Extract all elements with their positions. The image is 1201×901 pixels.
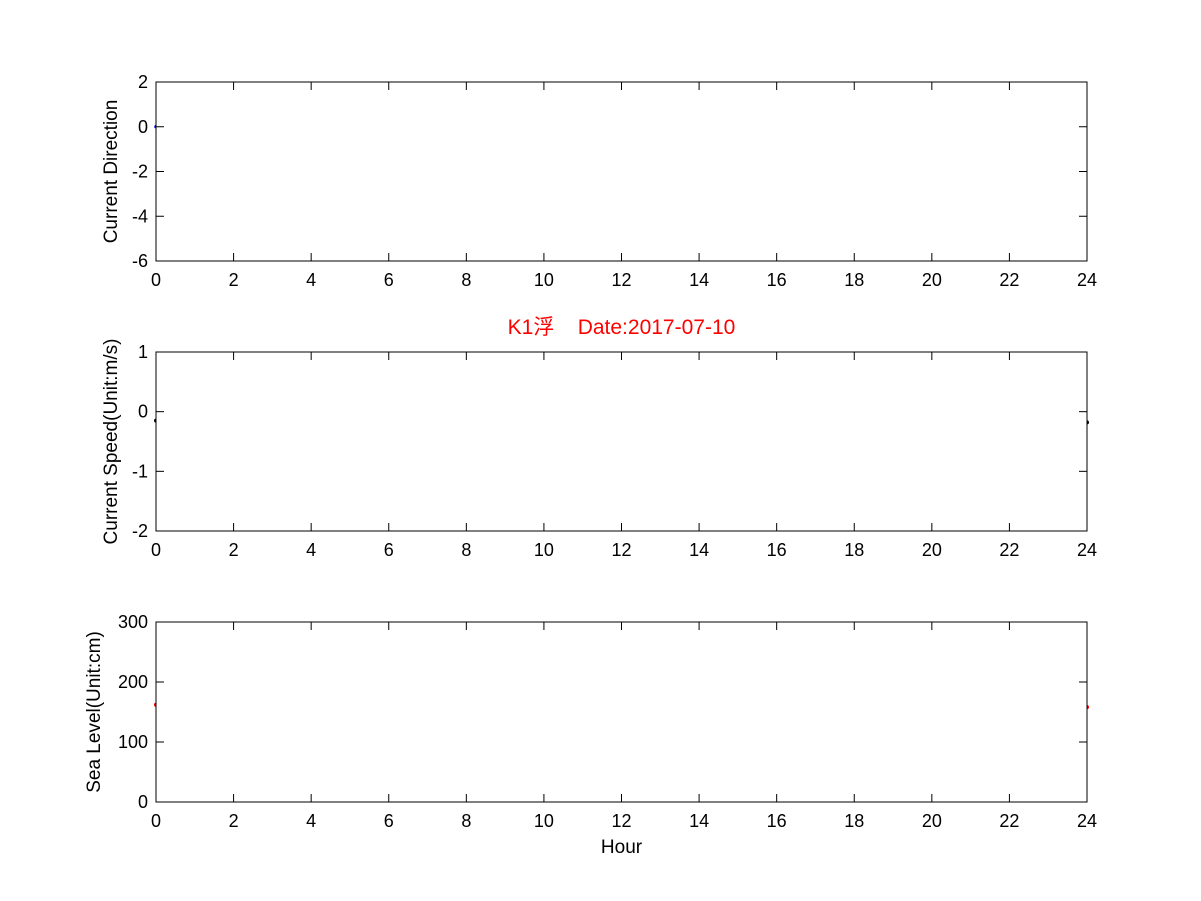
x-tick-label: 0: [151, 270, 161, 290]
y-tick-label: 0: [138, 792, 148, 812]
y-tick-label: -1: [132, 461, 148, 481]
x-tick-label: 18: [844, 811, 864, 831]
x-tick-label: 6: [384, 540, 394, 560]
x-tick-label: 24: [1077, 540, 1097, 560]
x-tick-label: 20: [922, 811, 942, 831]
y-axis-label: Sea Level(Unit:cm): [84, 631, 105, 793]
x-tick-label: 10: [534, 270, 554, 290]
x-tick-label: 12: [611, 270, 631, 290]
x-tick-label: 8: [461, 540, 471, 560]
x-tick-label: 22: [999, 540, 1019, 560]
x-tick-label: 4: [306, 540, 316, 560]
y-tick-label: 0: [138, 117, 148, 137]
x-tick-label: 16: [767, 270, 787, 290]
x-tick-label: 12: [611, 540, 631, 560]
x-tick-label: 22: [999, 811, 1019, 831]
x-tick-label: 2: [229, 270, 239, 290]
x-tick-label: 18: [844, 270, 864, 290]
y-tick-label: -2: [132, 521, 148, 541]
y-axis-label: Current Speed(Unit:m/s): [101, 339, 122, 545]
x-tick-label: 2: [229, 811, 239, 831]
axes-frame: [155, 621, 1088, 803]
x-tick-label: 14: [689, 811, 709, 831]
x-tick-label: 20: [922, 540, 942, 560]
y-tick-label: 0: [138, 402, 148, 422]
y-tick-label: 100: [118, 732, 148, 752]
y-axis-label: Current Direction: [101, 100, 122, 244]
x-tick-label: 4: [306, 811, 316, 831]
x-tick-label: 12: [611, 811, 631, 831]
x-tick-label: 0: [151, 540, 161, 560]
x-tick-label: 24: [1077, 270, 1097, 290]
x-tick-label: 6: [384, 811, 394, 831]
x-tick-label: 16: [767, 540, 787, 560]
x-tick-label: 16: [767, 811, 787, 831]
y-tick-label: 300: [118, 612, 148, 632]
x-tick-label: 20: [922, 270, 942, 290]
x-tick-label: 14: [689, 270, 709, 290]
x-tick-label: 6: [384, 270, 394, 290]
y-tick-label: -6: [132, 251, 148, 271]
x-axis-label: Hour: [601, 837, 643, 858]
axes-frame: [155, 351, 1088, 532]
x-tick-label: 14: [689, 540, 709, 560]
x-tick-label: 22: [999, 270, 1019, 290]
x-tick-label: 2: [229, 540, 239, 560]
chart-title: K1浮 Date:2017-07-10: [508, 316, 736, 339]
y-tick-label: 200: [118, 672, 148, 692]
x-tick-label: 8: [461, 811, 471, 831]
y-tick-label: 2: [138, 72, 148, 92]
x-tick-label: 18: [844, 540, 864, 560]
x-tick-label: 4: [306, 270, 316, 290]
axes-frame: [155, 81, 1088, 262]
x-tick-label: 0: [151, 811, 161, 831]
x-tick-label: 10: [534, 811, 554, 831]
x-tick-label: 8: [461, 270, 471, 290]
y-tick-label: -4: [132, 206, 148, 226]
y-tick-label: 1: [138, 342, 148, 362]
x-tick-label: 10: [534, 540, 554, 560]
y-tick-label: -2: [132, 162, 148, 182]
x-tick-label: 24: [1077, 811, 1097, 831]
